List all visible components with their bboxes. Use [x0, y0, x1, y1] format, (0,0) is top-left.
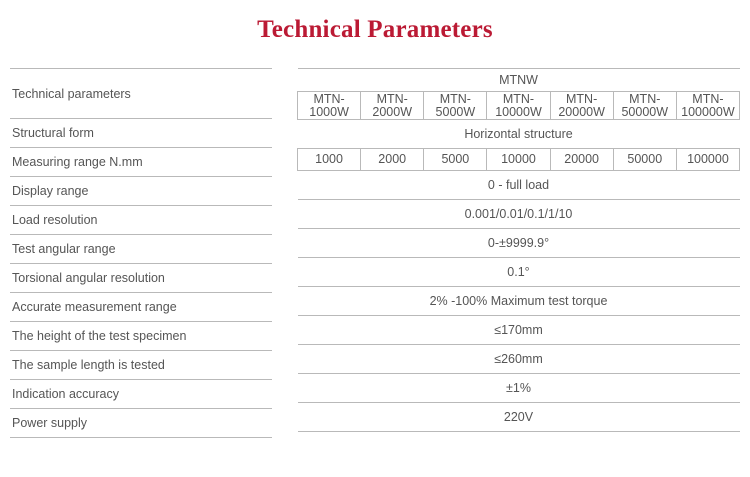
- table-row: Technical parameters: [10, 68, 272, 119]
- table-row: Torsional angular resolution: [10, 263, 272, 293]
- parameter-value: 220V: [297, 402, 740, 432]
- parameter-value-3: 5000: [423, 148, 488, 171]
- table-row: Indication accuracy: [10, 379, 272, 409]
- model-rating: 100000W: [681, 104, 735, 119]
- table-row: Horizontal structure: [297, 119, 740, 149]
- parameter-label: Measuring range N.mm: [10, 147, 272, 177]
- model-header-7: MTN- 100000W: [675, 91, 741, 120]
- parameter-label: Test angular range: [10, 234, 272, 264]
- model-header-6: MTN- 50000W: [612, 91, 677, 120]
- table-row: Load resolution: [10, 205, 272, 235]
- model-prefix: MTN-: [439, 91, 471, 106]
- table-row: MTNW: [297, 68, 740, 92]
- parameter-label: Torsional angular resolution: [10, 263, 272, 293]
- parameter-column-header: Technical parameters: [10, 68, 272, 119]
- parameter-value-2: 2000: [360, 148, 425, 171]
- model-header-1: MTN- 1000W: [296, 91, 362, 120]
- model-rating: 10000W: [495, 104, 542, 119]
- parameter-label: Load resolution: [10, 205, 272, 235]
- table-row: 220V: [297, 402, 740, 432]
- parameter-value: 0-±9999.9°: [297, 228, 740, 258]
- model-header-5: MTN- 20000W: [549, 91, 614, 120]
- table-row: The sample length is tested: [10, 350, 272, 380]
- parameter-value: 0 - full load: [297, 170, 740, 200]
- table-row: Display range: [10, 176, 272, 206]
- model-rating: 1000W: [309, 104, 349, 119]
- table-row: Test angular range: [10, 234, 272, 264]
- model-rating: 2000W: [372, 104, 413, 119]
- table-row: 1000 2000 5000 10000 20000 50000 100000: [296, 148, 741, 171]
- table-row: Structural form: [10, 118, 272, 148]
- model-prefix: MTN-: [502, 91, 535, 106]
- table-row: 0 - full load: [297, 170, 740, 200]
- page-title: Technical Parameters: [257, 16, 493, 43]
- table-row: 0-±9999.9°: [297, 228, 740, 258]
- parameter-label: Display range: [10, 176, 272, 206]
- parameter-value: 0.1°: [297, 257, 740, 287]
- table-row: Accurate measurement range: [10, 292, 272, 322]
- parameter-value: ≤260mm: [297, 344, 740, 374]
- parameter-value-5: 20000: [549, 148, 614, 171]
- parameter-label: Indication accuracy: [10, 379, 272, 409]
- parameter-value-6: 50000: [612, 148, 677, 171]
- table-row: 0.1°: [297, 257, 740, 287]
- parameter-label: Structural form: [10, 118, 272, 148]
- series-group-header: MTNW: [297, 68, 740, 92]
- model-header-4: MTN- 10000W: [486, 91, 551, 120]
- model-prefix: MTN-: [376, 91, 408, 106]
- table-row: 2% -100% Maximum test torque: [297, 286, 740, 316]
- parameter-label: Accurate measurement range: [10, 292, 272, 322]
- parameter-value-table: MTNW MTN- 1000W MTN- 2000W MTN- 5000W MTN- 10000…: [296, 68, 741, 432]
- model-rating: 20000W: [558, 104, 605, 119]
- model-prefix: MTN-: [566, 91, 598, 106]
- table-row: Power supply: [10, 408, 272, 438]
- model-header-2: MTN- 2000W: [360, 91, 425, 120]
- parameter-value: ±1%: [297, 373, 740, 403]
- model-header-3: MTN- 5000W: [423, 91, 488, 120]
- parameter-value-4: 10000: [486, 148, 551, 171]
- parameter-label: Power supply: [10, 408, 272, 438]
- parameter-label: The sample length is tested: [10, 350, 272, 380]
- model-rating: 50000W: [621, 104, 669, 119]
- model-prefix: MTN-: [313, 91, 345, 106]
- parameter-value: 2% -100% Maximum test torque: [297, 286, 740, 316]
- table-row: ≤260mm: [297, 344, 740, 374]
- table-row: The height of the test specimen: [10, 321, 272, 351]
- table-row: 0.001/0.01/0.1/1/10: [297, 199, 740, 229]
- parameter-label-column: Technical parameters Structural form Measu…: [10, 68, 272, 438]
- parameter-label: The height of the test specimen: [10, 321, 272, 351]
- table-row: Measuring range N.mm: [10, 147, 272, 177]
- table-row: ±1%: [297, 373, 740, 403]
- model-rating: 5000W: [435, 104, 476, 119]
- parameter-value: Horizontal structure: [297, 119, 740, 149]
- parameter-value: ≤170mm: [297, 315, 740, 345]
- parameter-value-7: 100000: [675, 148, 741, 171]
- parameter-value: 0.001/0.01/0.1/1/10: [297, 199, 740, 229]
- model-prefix: MTN-: [692, 91, 724, 106]
- table-row: MTN- 1000W MTN- 2000W MTN- 5000W MTN- 10000W MTN…: [296, 91, 741, 120]
- model-prefix: MTN-: [629, 91, 661, 106]
- parameter-value-1: 1000: [296, 148, 362, 171]
- table-row: ≤170mm: [297, 315, 740, 345]
